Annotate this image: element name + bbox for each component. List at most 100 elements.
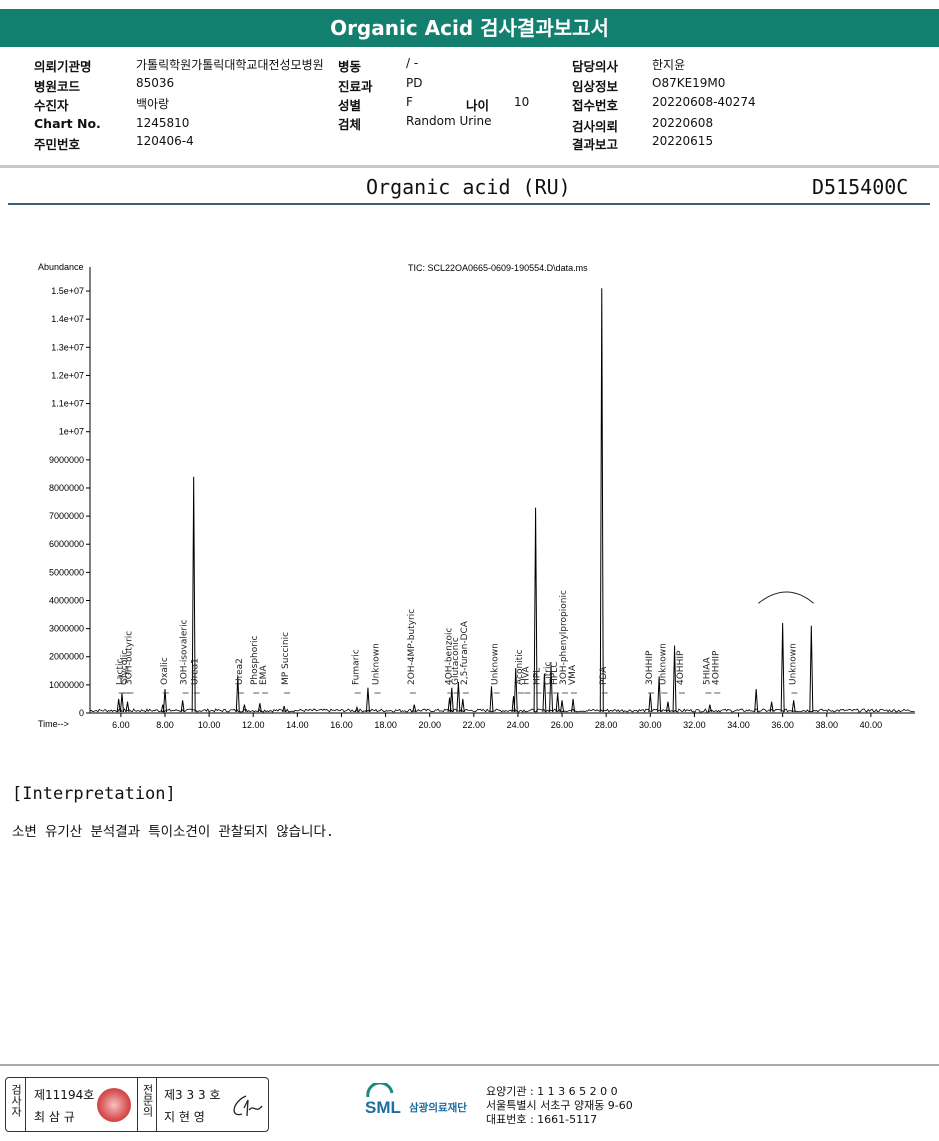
peak-annotation: Phosphoric <box>250 636 260 685</box>
x-tick-label: 38.00 <box>815 720 838 730</box>
peak <box>257 703 262 713</box>
lab-address-block: 요양기관 : 1 1 3 6 5 2 0 0 서울특별시 서초구 양재동 9-6… <box>486 1085 633 1127</box>
chromatogram: 1.5e+07 1.4e+07 1.3e+07 1.2e+07 1.1e+07 1e+07… <box>0 250 939 740</box>
peak-annotation: 3OH-phenylpropionic <box>559 590 569 685</box>
peak <box>116 698 121 713</box>
x-tick-label: 12.00 <box>242 720 265 730</box>
peak-annotation: HPL <box>533 668 543 685</box>
institution-label: 의뢰기관명 <box>34 59 92 74</box>
recipient-label: 수진자 <box>34 98 69 113</box>
signature-box: 검사자 제11194호 최 삼 규 전문의 제3 3 3 호 지 현 영 <box>5 1077 269 1132</box>
peak-annotation: 4OHHIP <box>711 650 721 685</box>
peak-annotation: 3OH-butyric <box>125 631 135 685</box>
tester-license: 제11194호 <box>34 1088 95 1102</box>
specimen-label: 검체 <box>338 117 362 132</box>
peak <box>456 682 461 713</box>
x-tick-label: 32.00 <box>683 720 706 730</box>
y-tick-label: 1.1e+07 <box>51 399 84 409</box>
report-code: D515400C <box>812 175 909 199</box>
y-tick-label: 0 <box>79 708 84 718</box>
request-label: 검사의뢰 <box>572 119 619 134</box>
peak <box>513 667 518 713</box>
y-tick-label: 6000000 <box>49 539 84 549</box>
tester-column-label: 검사자 <box>6 1078 26 1131</box>
peak <box>542 673 547 713</box>
peak-annotation: Unknown <box>788 643 798 685</box>
x-tick-label: 26.00 <box>551 720 574 730</box>
peak <box>125 701 130 713</box>
chart-title: TIC: SCL22OA0665-0609-190554.D\data.ms <box>408 263 588 273</box>
x-tick-label: 28.00 <box>595 720 618 730</box>
peak <box>549 665 554 713</box>
peak-annotation: Aconitic <box>515 649 525 685</box>
x-tick-label: 8.00 <box>156 720 174 730</box>
recipient-value: 백아랑 <box>136 97 170 111</box>
ward-label: 병동 <box>338 59 362 74</box>
report-title: Organic acid (RU) <box>366 175 571 199</box>
clinical-value: O87KE19M0 <box>652 76 726 90</box>
y-tick-label: 1.3e+07 <box>51 342 84 352</box>
hospital-code-label: 병원코드 <box>34 79 81 94</box>
receipt-label: 접수번호 <box>572 98 619 113</box>
title-underline <box>8 203 930 205</box>
peak-annotation: PDA <box>599 666 609 685</box>
peak <box>533 507 538 713</box>
x-tick-label: 6.00 <box>112 720 130 730</box>
tester-label: 검사자 <box>9 1084 23 1117</box>
x-tick-label: 10.00 <box>198 720 221 730</box>
y-tick-label: 1.4e+07 <box>51 314 84 324</box>
peak-annotation: Urea2 <box>235 658 245 685</box>
peak-annotation: 3OHHIP <box>645 650 655 685</box>
x-axis-label: Time--> <box>38 719 69 729</box>
y-axis-label: Abundance <box>38 262 84 272</box>
specialist-name: 지 현 영 <box>164 1110 205 1124</box>
x-tick-label: 30.00 <box>639 720 662 730</box>
peak-annotation: 3OH-isovaleric <box>180 619 190 685</box>
sml-logo: SML 삼광의료재단 <box>362 1081 482 1127</box>
peak <box>412 704 417 713</box>
peak <box>242 704 247 713</box>
sex-label: 성별 <box>338 98 362 113</box>
peak-annotation: Oxalic <box>160 657 170 685</box>
peak-annotation: 2OH-4MP-butyric <box>407 609 417 685</box>
dept-label: 진료과 <box>338 79 373 94</box>
sml-logo-text: SML <box>365 1098 401 1117</box>
peak <box>282 705 287 713</box>
id-value: 120406-4 <box>136 134 194 148</box>
specialist-column-label: 전문의 <box>137 1078 157 1131</box>
peak <box>707 704 712 713</box>
signature-icon <box>233 1095 263 1117</box>
official-seal <box>97 1088 131 1122</box>
divider <box>0 165 939 168</box>
peak <box>769 701 774 713</box>
peak-annotation: 2,5-furan-DCA <box>460 620 470 685</box>
peak-annotation: 5HIAA <box>702 656 712 685</box>
peak <box>665 701 670 713</box>
peak <box>489 686 494 713</box>
x-tick-label: 20.00 <box>418 720 441 730</box>
x-tick-label: 40.00 <box>860 720 883 730</box>
x-tick-label: 18.00 <box>374 720 397 730</box>
footer-divider <box>0 1064 939 1066</box>
x-tick-label: 34.00 <box>727 720 750 730</box>
specimen-value: Random Urine <box>406 114 492 128</box>
chromatogram-svg: 1.5e+07 1.4e+07 1.3e+07 1.2e+07 1.1e+07 1e+07… <box>38 262 915 730</box>
peak <box>780 622 785 713</box>
peak <box>460 698 465 713</box>
id-label: 주민번호 <box>34 137 81 152</box>
peak-annotation: 4OH-benzoic <box>444 627 454 685</box>
receipt-value: 20220608-40274 <box>652 95 756 109</box>
patient-info: 의뢰기관명 가톨릭학원가톨릭대학교대전성모병원 병동 / - 담당의사 한지윤 … <box>0 52 939 164</box>
baseline-trace <box>89 708 915 713</box>
chart-no-label: Chart No. <box>34 116 101 131</box>
peak-annotation: Fumaric <box>352 649 362 685</box>
x-tick-label: 36.00 <box>771 720 794 730</box>
report-date-value: 20220615 <box>652 134 714 148</box>
report-date-label: 결과보고 <box>572 137 619 152</box>
peak <box>809 625 814 713</box>
sex-value: F <box>406 95 413 109</box>
unknown-bracket <box>758 591 814 604</box>
peak-annotation: Glycolic <box>120 650 130 685</box>
specialist-license: 제3 3 3 호 <box>164 1088 221 1102</box>
peak <box>163 689 167 713</box>
